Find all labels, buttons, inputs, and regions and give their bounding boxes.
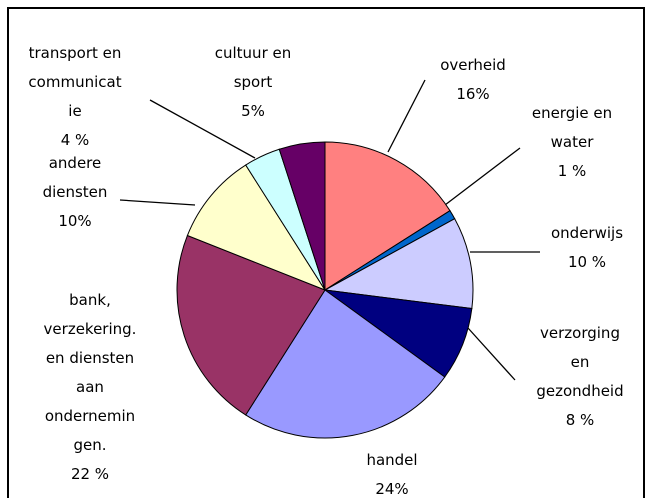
slice-label-name: handel	[366, 451, 417, 469]
slice-value-label: 5%	[241, 102, 265, 120]
slice-label-line: bank,	[69, 291, 111, 309]
slice-value-label: 24%	[375, 480, 408, 498]
slice-value-label: 8 %	[566, 411, 595, 429]
slice-label: handel 24%	[366, 451, 417, 498]
slice-label: transport en communicat ie 4 %	[28, 44, 121, 149]
slice-label-line: overheid	[440, 56, 506, 74]
slice-value-label: 16%	[456, 85, 489, 103]
slice-label-line: aan	[76, 378, 104, 396]
slice-label: overheid 16%	[440, 56, 506, 103]
slice-value-label: 22 %	[71, 465, 109, 483]
slice-label-name: andere diensten	[43, 154, 108, 201]
slice-label-line: verzekering.	[44, 320, 137, 338]
slice-label: cultuur en sport 5%	[215, 44, 292, 120]
leader-lines	[119, 79, 540, 381]
slice-label: bank, verzekering. en diensten aan ondernemi…	[44, 291, 137, 483]
slice-value-label: 1 %	[558, 162, 587, 180]
slice-label: onderwijs 10 %	[551, 224, 623, 271]
slice-label-line: verzorging	[540, 324, 620, 342]
slice-label-line: onderwijs	[551, 224, 623, 242]
pie-slice	[245, 289, 446, 439]
slice-value-label: 10%	[58, 212, 91, 230]
slice-label-name: transport en communicat ie	[28, 44, 121, 120]
slice-label: energie en water 1 %	[532, 104, 612, 180]
slice-label: andere diensten 10%	[43, 154, 108, 230]
slice-label-name: bank, verzekering. en diensten aan ondernemi…	[44, 291, 137, 454]
pie-slice	[324, 141, 451, 291]
slice-label-name: onderwijs	[551, 224, 623, 242]
slice-label-line: diensten	[43, 183, 108, 201]
pie-slice	[323, 218, 474, 310]
slice-label-line: transport en	[29, 44, 122, 62]
slice-label-name: energie en water	[532, 104, 612, 151]
slice-label-line: energie en	[532, 104, 612, 122]
slice-label-line: en diensten	[46, 349, 134, 367]
slice-label-line: gezondheid	[536, 382, 623, 400]
slice-label-line: andere	[49, 154, 102, 172]
pie-slice	[176, 234, 326, 416]
slice-label-name: cultuur en sport	[215, 44, 292, 91]
slice-label-line: ondernemin	[45, 407, 135, 425]
slice-label-line: gen.	[73, 436, 106, 454]
pie-slice	[186, 164, 327, 292]
slice-label-line: cultuur en	[215, 44, 292, 62]
slice-label-line: handel	[366, 451, 417, 469]
pie-slice	[278, 141, 326, 291]
slice-label-line: communicat	[28, 73, 121, 91]
slice-label-line: ie	[68, 102, 81, 120]
slice-label-line: sport	[234, 73, 273, 91]
slice-label-line: water	[551, 133, 595, 151]
slice-label-name: verzorging en gezondheid	[536, 324, 623, 400]
slice-value-label: 4 %	[61, 131, 90, 149]
slice-label: verzorging en gezondheid 8 %	[536, 324, 623, 429]
slice-label-line: en	[571, 353, 590, 371]
slice-label-name: overheid	[440, 56, 506, 74]
slice-value-label: 10 %	[568, 253, 606, 271]
